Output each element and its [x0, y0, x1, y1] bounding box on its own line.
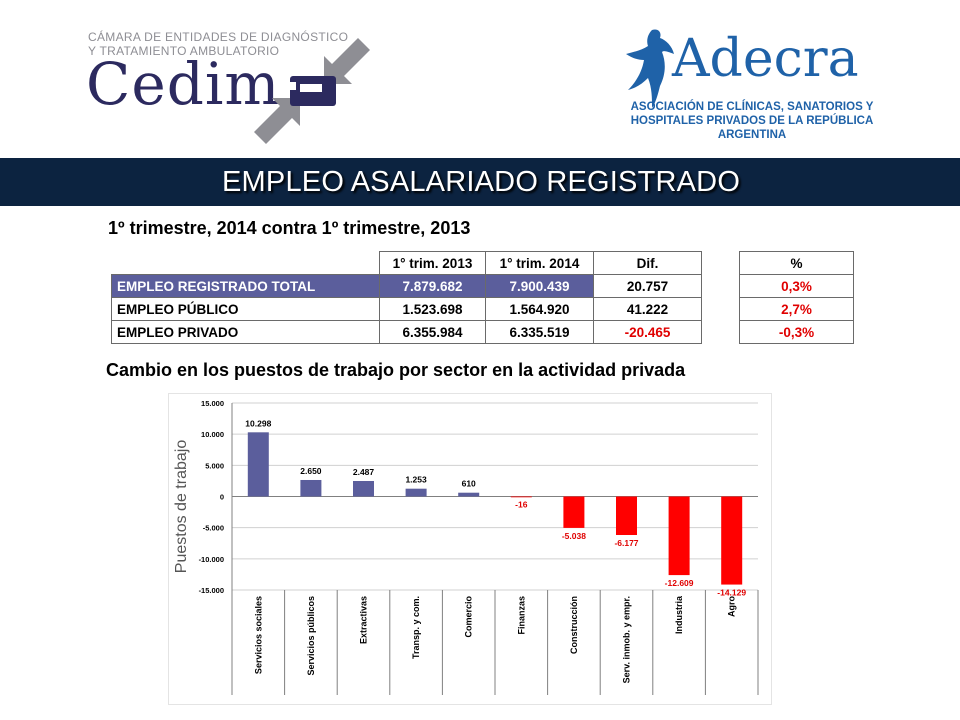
value-2014: 7.900.439	[485, 274, 594, 298]
x-tick-label: Industria	[674, 595, 684, 634]
value-2013: 1.523.698	[379, 297, 486, 321]
x-tick-label: Finanzas	[516, 596, 526, 635]
cedim-tagline-line1: CÁMARA DE ENTIDADES DE DIAGNÓSTICO	[88, 30, 349, 44]
employment-table: 1° trim. 2013 1° trim. 2014 Dif. EMPLEO …	[111, 251, 702, 344]
y-tick-label: -15.000	[199, 586, 224, 595]
cedim-logo-text: Cedim	[86, 50, 281, 118]
header-2014: 1° trim. 2014	[485, 251, 594, 275]
y-tick-label: 15.000	[201, 399, 224, 408]
y-tick-label: -10.000	[199, 555, 224, 564]
x-tick-label: Extractivas	[359, 596, 369, 644]
data-label: -5.038	[562, 531, 586, 541]
percent-table: % 0,3% 2,7% -0,3%	[739, 251, 854, 344]
value-2013: 7.879.682	[379, 274, 486, 298]
percent-value: -0,3%	[739, 320, 854, 344]
data-label: 1.253	[405, 475, 427, 485]
data-label: 610	[462, 479, 476, 489]
bar	[353, 480, 374, 497]
header-percent: %	[739, 251, 854, 275]
cedim-tagline: CÁMARA DE ENTIDADES DE DIAGNÓSTICO Y TRA…	[88, 30, 348, 58]
adecra-tagline: ASOCIACIÓN DE CLÍNICAS, SANATORIOS Y HOS…	[612, 100, 892, 142]
x-tick-label: Agro	[727, 596, 737, 617]
bar	[300, 479, 322, 497]
row-label: EMPLEO PÚBLICO	[111, 297, 380, 321]
value-dif: -20.465	[593, 320, 702, 344]
y-tick-label: 10.000	[201, 430, 224, 439]
header-dif: Dif.	[593, 251, 702, 275]
value-2013: 6.355.984	[379, 320, 486, 344]
table-corner	[111, 251, 380, 275]
value-dif: 41.222	[593, 297, 702, 321]
data-label: -14.129	[717, 588, 746, 598]
data-label: 2.487	[353, 467, 375, 477]
bar	[247, 432, 269, 497]
x-tick-label: Servicios sociales	[253, 596, 263, 674]
data-label: -12.609	[665, 578, 694, 588]
bar	[668, 496, 690, 576]
y-tick-label: -5.000	[203, 524, 224, 533]
percent-value: 0,3%	[739, 274, 854, 298]
table-row: EMPLEO REGISTRADO TOTAL 7.879.682 7.900.…	[111, 274, 702, 298]
table-row: EMPLEO PÚBLICO 1.523.698 1.564.920 41.22…	[111, 297, 702, 321]
percent-value: 2,7%	[739, 297, 854, 321]
x-tick-label: Transp. y com.	[411, 596, 421, 659]
cedim-tagline-line2: Y TRATAMIENTO AMBULATORIO	[88, 44, 280, 58]
bar	[458, 492, 480, 497]
data-label: 2.650	[300, 466, 322, 476]
value-dif: 20.757	[593, 274, 702, 298]
y-tick-label: 0	[220, 493, 224, 502]
bar	[510, 496, 532, 498]
x-tick-label: Serv. inmob. y empr.	[622, 596, 632, 683]
page-title: EMPLEO ASALARIADO REGISTRADO	[222, 166, 741, 198]
chart-title: Cambio en los puestos de trabajo por sec…	[106, 360, 686, 380]
bar	[721, 496, 743, 585]
adecra-tagline-line2: HOSPITALES PRIVADOS DE LA REPÚBLICA ARGE…	[630, 115, 874, 141]
table-row: EMPLEO PRIVADO 6.355.984 6.335.519 -20.4…	[111, 320, 702, 344]
bar	[616, 496, 637, 536]
sector-bar-chart: 15.000 10.000 5.000 0 -5.000 -10.000 -15.000 Pu…	[168, 393, 772, 705]
period-subtitle: 1º trimestre, 2014 contra 1º trimestre, …	[108, 218, 471, 238]
data-label: 10.298	[245, 418, 271, 428]
data-label: -6.177	[614, 538, 638, 548]
y-tick-label: 5.000	[205, 461, 224, 470]
adecra-logo-text: Adecra	[672, 29, 859, 89]
bar	[563, 496, 585, 528]
header-2013: 1° trim. 2013	[379, 251, 486, 275]
x-tick-label: Servicios públicos	[306, 596, 316, 676]
data-label: -16	[515, 500, 528, 510]
adecra-tagline-line1: ASOCIACIÓN DE CLÍNICAS, SANATORIOS Y	[630, 101, 874, 113]
y-axis-title: Puestos de trabajo	[173, 440, 190, 574]
cedim-logo-icon	[254, 38, 370, 144]
title-band	[0, 158, 960, 206]
x-tick-label: Comercio	[464, 596, 474, 638]
row-label: EMPLEO REGISTRADO TOTAL	[111, 274, 380, 298]
value-2014: 6.335.519	[485, 320, 594, 344]
adecra-logo-icon	[626, 29, 674, 109]
bar	[405, 488, 427, 497]
value-2014: 1.564.920	[485, 297, 594, 321]
x-tick-label: Construcción	[569, 596, 579, 654]
row-label: EMPLEO PRIVADO	[111, 320, 380, 344]
